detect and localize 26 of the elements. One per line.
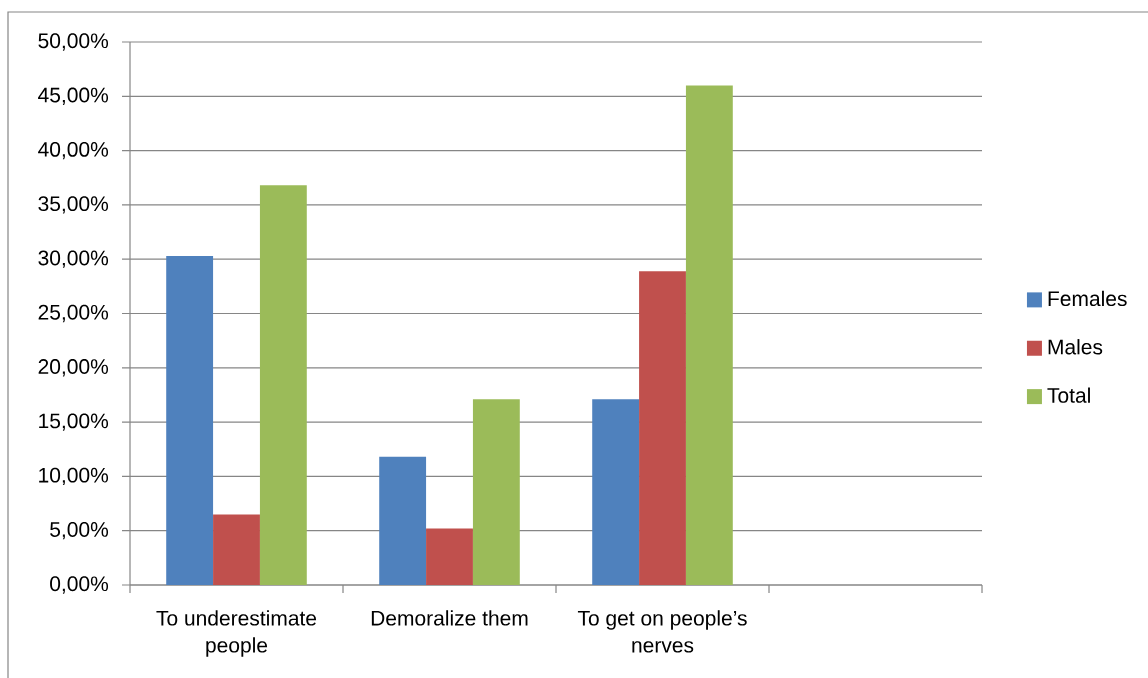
bar — [592, 399, 640, 585]
y-tick-label: 40,00% — [38, 141, 109, 160]
y-tick-label: 0,00% — [50, 576, 109, 594]
y-tick-label: 25,00% — [38, 304, 109, 323]
y-tick-label: 30,00% — [38, 250, 109, 268]
y-tick-label: 50,00% — [38, 33, 109, 51]
y-tick-label: 15,00% — [39, 413, 109, 431]
bar — [259, 185, 307, 585]
bar — [639, 271, 686, 585]
bar — [213, 514, 260, 585]
legend-label: Females — [1048, 290, 1127, 307]
y-tick-label: 5,00% — [50, 522, 109, 540]
y-tick-label: 45,00% — [38, 87, 109, 105]
x-tick-label: Demoralize them — [371, 610, 528, 626]
bar — [166, 255, 214, 585]
y-tick-label: 20,00% — [38, 359, 109, 377]
x-tick-label: To underestimate people — [156, 610, 317, 657]
legend-label: Males — [1048, 339, 1103, 355]
x-tick-label: To get on people’s nerves — [577, 610, 747, 653]
y-tick-label: 10,00% — [39, 467, 109, 486]
y-tick-label: 35,00% — [38, 196, 109, 214]
bar — [379, 456, 427, 585]
bar — [426, 528, 473, 585]
bar — [472, 399, 520, 585]
bar — [685, 85, 733, 585]
legend-label: Total — [1047, 387, 1090, 403]
